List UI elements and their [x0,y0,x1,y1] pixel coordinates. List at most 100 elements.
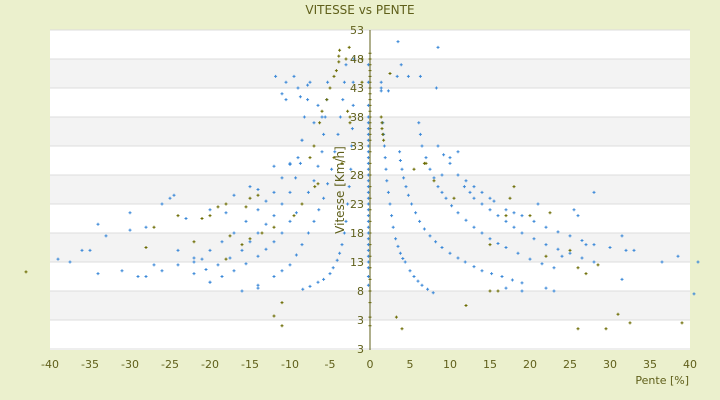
data-point-blue [272,190,276,194]
data-point-blue [424,156,428,160]
data-point-blue [456,211,460,215]
data-point-blue [468,190,472,194]
data-point-olive [544,254,548,258]
data-point-olive [394,315,398,319]
data-point-blue [248,240,252,244]
data-point-blue [379,80,383,84]
data-point-blue [552,266,556,270]
data-point-blue [404,185,408,189]
data-point-olive [346,109,350,113]
data-point-blue [418,219,422,223]
data-point-blue [500,275,504,278]
data-point-olive [338,48,342,52]
data-point-blue [312,179,316,183]
data-point-blue [232,231,236,235]
y-tick-label: 8 [357,285,364,298]
data-point-blue [240,248,244,252]
data-point-blue [366,231,370,235]
x-tick-label: 40 [683,358,697,371]
data-point-blue [366,243,370,247]
x-tick-label: -25 [161,358,179,371]
data-point-blue [436,144,440,148]
data-point-blue [240,289,244,293]
data-point-blue [280,269,284,273]
data-point-blue [388,202,392,206]
data-point-blue [216,263,220,267]
data-point-blue [340,243,344,247]
data-point-blue [556,247,560,251]
data-point-blue [406,193,410,197]
data-point-blue [624,248,628,252]
data-point-blue [366,190,370,194]
data-point-blue [331,266,335,270]
data-point-blue [316,164,320,168]
data-point-olive [382,138,386,142]
data-point-olive [325,98,329,102]
data-point-olive [334,69,338,73]
data-point-blue [580,239,584,243]
data-point-blue [224,211,228,215]
data-point-blue [366,237,370,241]
data-point-blue [528,257,532,261]
data-point-blue [338,115,342,119]
data-point-blue [366,248,370,252]
data-point-blue [256,188,260,191]
data-point-blue [544,243,548,247]
data-point-blue [320,150,324,154]
data-point-blue [244,262,248,266]
data-point-blue [448,251,452,255]
data-point-blue [208,248,212,252]
data-point-blue [592,243,596,247]
data-point-blue [284,98,288,102]
data-point-olive [248,196,252,200]
data-point-blue [366,144,370,148]
data-point-blue [160,269,164,273]
data-point-blue [572,208,576,212]
x-tick-label: 20 [523,358,537,371]
data-point-blue [312,219,316,223]
data-point-olive [380,127,384,131]
x-tick-label: 0 [367,358,374,371]
data-point-blue [272,164,276,168]
x-tick-label: -5 [325,358,336,371]
data-point-blue [450,204,454,208]
data-point-olive [224,202,228,206]
data-point-blue [330,167,334,171]
x-tick-label: -40 [41,358,59,371]
data-point-blue [128,228,132,232]
x-tick-label: 5 [407,358,414,371]
data-point-blue [347,185,351,189]
y-tick-label: 3 [357,343,364,356]
data-point-blue [414,211,418,215]
data-point-blue [412,275,416,278]
data-point-blue [306,83,310,87]
data-point-blue [540,262,544,266]
data-point-blue [176,263,180,267]
data-point-blue [456,173,460,177]
data-point-olive [360,80,364,84]
data-point-blue [448,161,452,165]
data-point-olive [332,74,336,78]
data-point-blue [418,74,422,78]
data-point-blue [490,272,494,276]
data-point-olive [568,248,572,252]
data-point-blue [472,196,476,200]
data-point-olive [508,196,512,200]
data-point-blue [584,243,588,247]
data-point-blue [401,257,405,261]
data-point-blue [256,208,260,212]
data-point-blue [366,185,370,189]
x-tick-label: 25 [563,358,577,371]
x-tick-label: 35 [643,358,657,371]
data-point-blue [294,211,298,215]
data-point-blue [184,217,188,220]
chart-title: VITESSE vs PENTE [305,3,414,17]
data-point-blue [398,251,402,255]
data-point-blue [520,231,524,235]
data-point-blue [280,92,284,96]
data-point-blue [349,167,353,171]
data-point-blue [264,199,268,203]
data-point-blue [516,251,520,255]
data-point-olive [488,243,492,247]
data-point-blue [480,269,484,273]
